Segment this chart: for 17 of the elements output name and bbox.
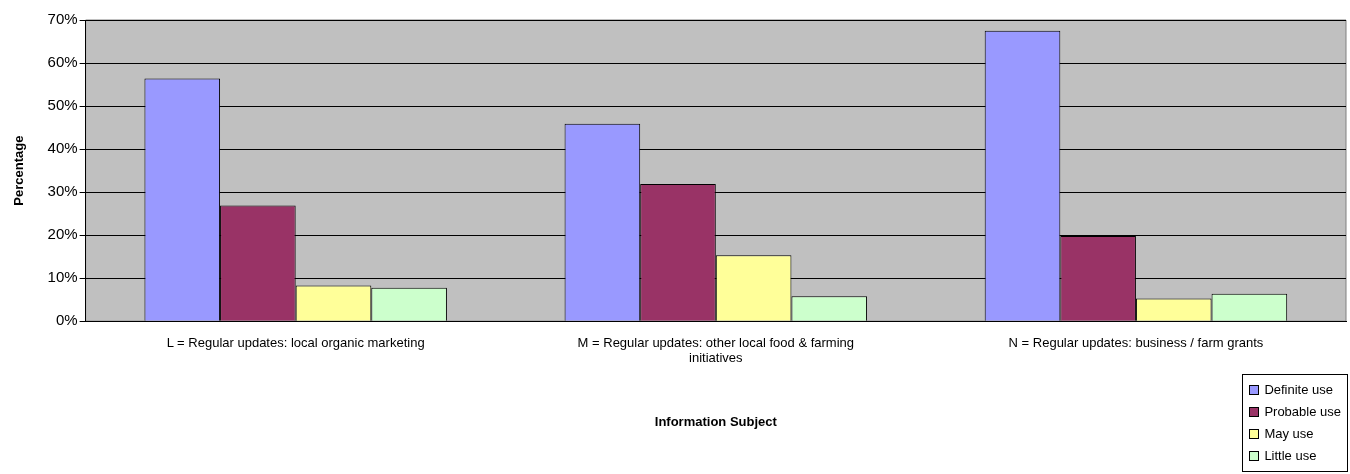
- legend-label: Little use: [1264, 447, 1317, 465]
- legend-label: May use: [1264, 425, 1314, 443]
- legend-label: Probable use: [1264, 403, 1341, 421]
- y-tick-label: 40%: [47, 139, 78, 157]
- y-tick-label: 0%: [55, 311, 78, 329]
- y-tick-label: 70%: [47, 10, 78, 28]
- y-tick-label: 50%: [47, 96, 78, 114]
- y-tick-label: 20%: [47, 225, 78, 243]
- x-tick-label: L = Regular updates: local organic marketing: [166, 334, 425, 350]
- legend-label: Definite use: [1264, 381, 1334, 399]
- x-axis-title: Information Subject: [654, 413, 778, 429]
- y-axis-title: Percentage: [11, 135, 27, 206]
- x-tick-label: M = Regular updates: other local food & farming initiatives: [577, 334, 855, 366]
- y-tick-label: 10%: [47, 268, 78, 286]
- x-tick-label: N = Regular updates: business / farm grants: [1008, 334, 1264, 350]
- y-tick-label: 60%: [47, 53, 78, 71]
- y-tick-label: 30%: [47, 182, 78, 200]
